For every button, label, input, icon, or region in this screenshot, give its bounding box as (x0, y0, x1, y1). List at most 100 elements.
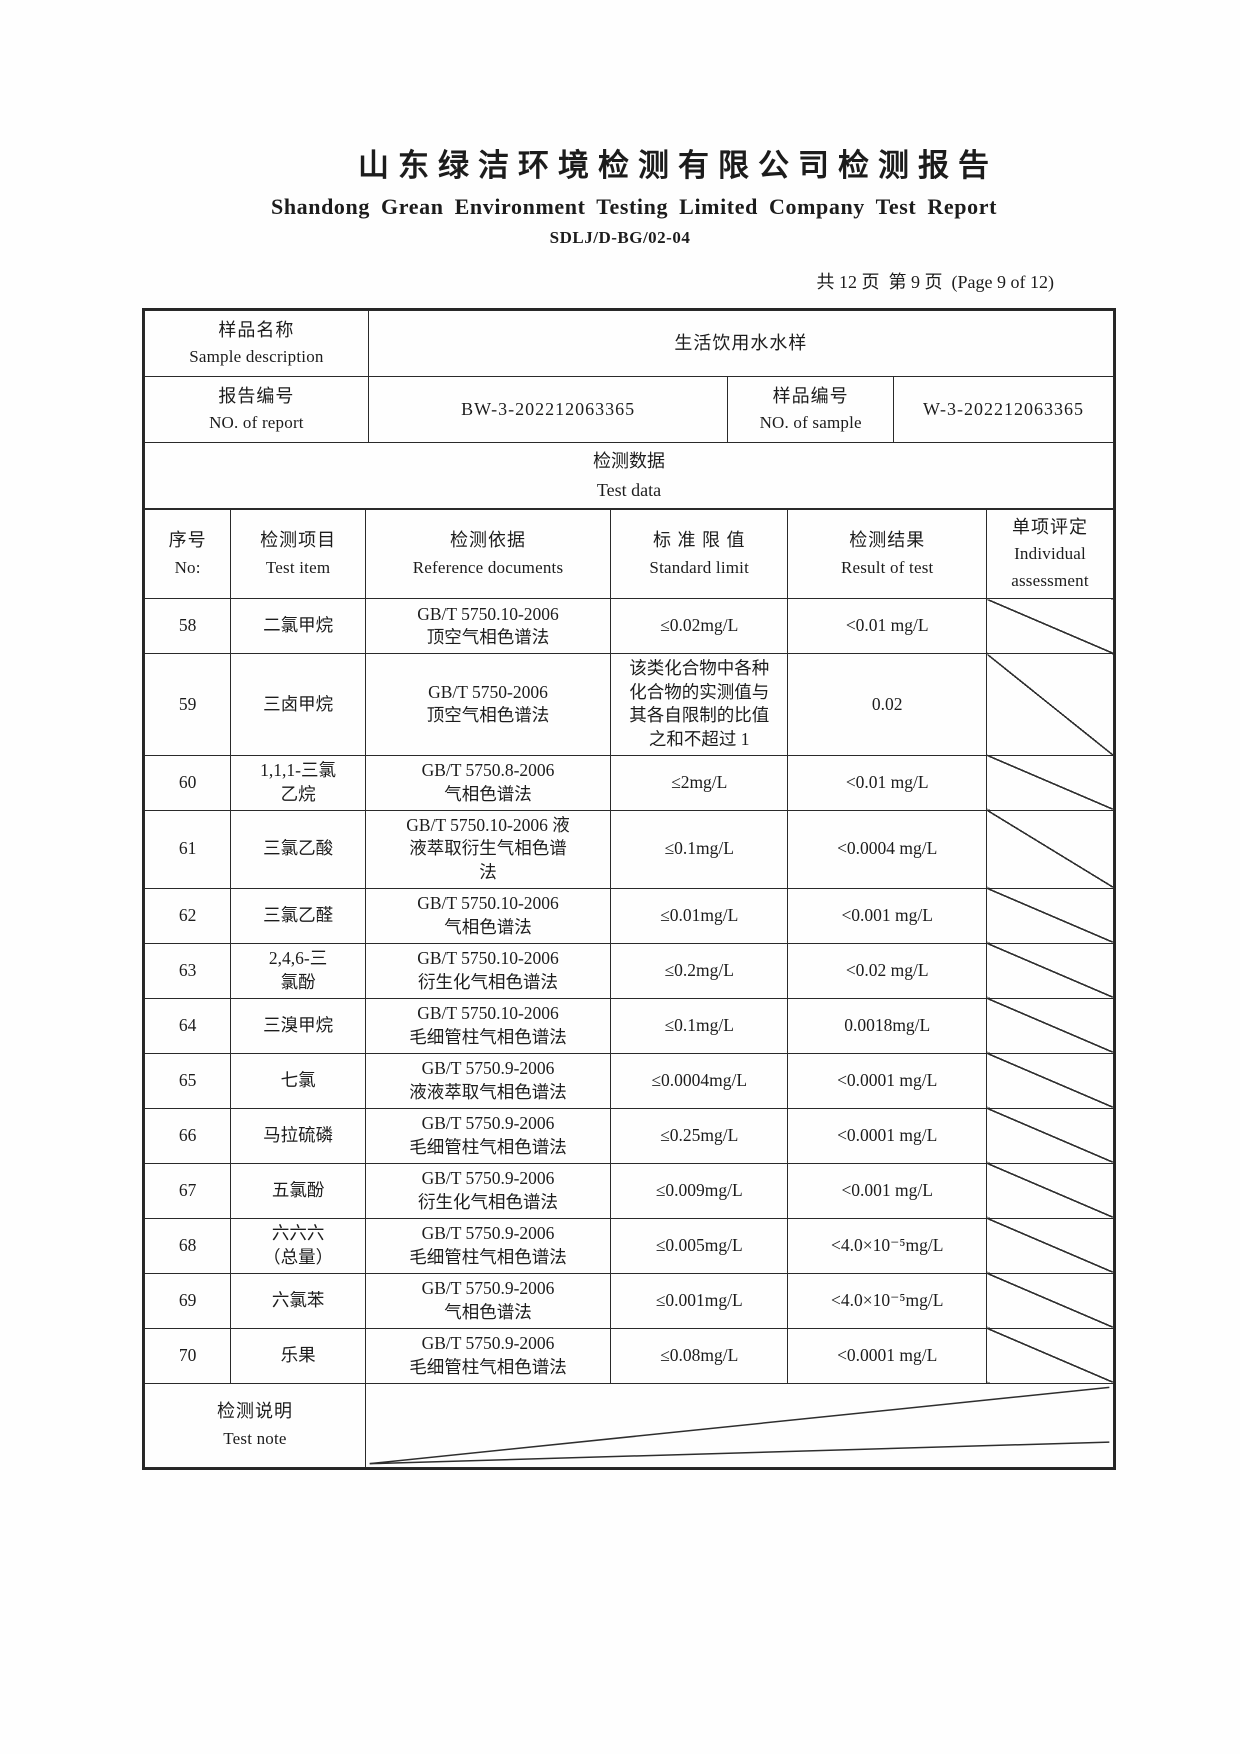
report-number-row: 报告编号 NO. of report BW-3-202212063365 样品编… (144, 376, 1114, 443)
test-item-cell: 1,1,1-三氯 乙烷 (230, 754, 366, 811)
individual-assessment-cell (986, 997, 1114, 1054)
reference-document-cell: GB/T 5750.9-2006 液液萃取气相色谱法 (364, 1052, 612, 1109)
report-title-cn: 山东绿洁环境检测有限公司检测报告 (358, 148, 998, 183)
test-data-body: 序号 No: 检测项目 Test item 检测依据 Reference doc… (143, 508, 1114, 1384)
standard-limit-cell: ≤0.0004mg/L (610, 1052, 789, 1109)
sample-description-label-en: Sample description (189, 347, 324, 367)
sample-description-label-cn: 样品名称 (218, 319, 295, 340)
sample-info-table: 样品名称 Sample description 生活饮用水水样 报告编号 NO.… (144, 310, 1115, 509)
reference-document-cell: GB/T 5750.9-2006 气相色谱法 (364, 1272, 612, 1329)
test-item-cell: 二氯甲烷 (230, 598, 366, 655)
sample-description-label: 样品名称 Sample description (144, 310, 369, 377)
test-result-cell: <0.02 mg/L (787, 942, 988, 999)
test-note-label-cn: 检测说明 (216, 1401, 293, 1422)
test-item-cell: 六六六 （总量） (230, 1217, 366, 1274)
report-number-value: BW-3-202212063365 (367, 376, 729, 443)
test-item-cell: 五氯酚 (230, 1162, 366, 1219)
test-data-section-header: 检测数据 Test data (144, 442, 1114, 509)
test-data-section-en: Test data (596, 479, 662, 500)
page-indicator: 共 12 页 第 9 页 (Page 9 of 12) (816, 272, 1054, 292)
test-item-cell: 马拉硫磷 (230, 1107, 366, 1164)
column-header-result: 检测结果 Result of test (787, 508, 988, 600)
reference-document-cell: GB/T 5750.10-2006 液 液萃取衍生气相色谱 法 (364, 809, 612, 889)
reference-document-cell: GB/T 5750.10-2006 毛细管柱气相色谱法 (364, 997, 612, 1054)
sample-description-row: 样品名称 Sample description 生活饮用水水样 (144, 310, 1115, 377)
test-note-row: 检测说明 Test note (144, 1382, 1115, 1468)
standard-limit-cell: ≤0.02mg/L (610, 598, 789, 655)
test-item-cell: 六氯苯 (230, 1272, 366, 1329)
standard-limit-cell: ≤0.1mg/L (610, 809, 789, 889)
column-header-result-cn: 检测结果 (849, 530, 926, 551)
diagonal-slash-icon (366, 1384, 1113, 1467)
table-row: 60 1,1,1-三氯 乙烷 GB/T 5750.8-2006 气相色谱法 ≤2… (143, 754, 1114, 811)
standard-limit-cell: ≤0.25mg/L (610, 1107, 789, 1164)
table-row: 61 三氯乙酸 GB/T 5750.10-2006 液 液萃取衍生气相色谱 法 … (143, 809, 1114, 889)
report-number-label-cn: 报告编号 (218, 385, 295, 406)
individual-assessment-cell (986, 1217, 1114, 1274)
individual-assessment-cell (986, 598, 1114, 655)
column-header-limit-en: Standard limit (649, 557, 750, 577)
test-item-cell: 2,4,6-三 氯酚 (230, 942, 366, 999)
report-number-label: 报告编号 NO. of report (144, 376, 369, 443)
serial-number-cell: 59 (143, 653, 232, 756)
standard-limit-cell: ≤0.005mg/L (610, 1217, 789, 1274)
test-result-cell: <4.0×10⁻⁵mg/L (787, 1272, 988, 1329)
table-row: 68 六六六 （总量） GB/T 5750.9-2006 毛细管柱气相色谱法 ≤… (143, 1217, 1114, 1274)
test-result-cell: <0.01 mg/L (787, 754, 988, 811)
serial-number-cell: 63 (143, 942, 232, 999)
test-item-cell: 三卤甲烷 (230, 653, 366, 756)
column-header-no-en: No: (174, 557, 201, 577)
individual-assessment-cell (986, 754, 1114, 811)
serial-number-cell: 65 (143, 1052, 232, 1109)
column-header-limit-cn: 标 准 限 值 (652, 530, 746, 551)
individual-assessment-cell (986, 1052, 1114, 1109)
column-header-no-cn: 序号 (168, 530, 207, 551)
standard-limit-cell: ≤2mg/L (610, 754, 789, 811)
column-header-no: 序号 No: (143, 508, 232, 600)
serial-number-cell: 60 (143, 754, 232, 811)
report-table: 样品名称 Sample description 生活饮用水水样 报告编号 NO.… (142, 308, 1116, 1470)
serial-number-cell: 58 (143, 598, 232, 655)
table-row: 66 马拉硫磷 GB/T 5750.9-2006 毛细管柱气相色谱法 ≤0.25… (143, 1107, 1114, 1164)
table-row: 70 乐果 GB/T 5750.9-2006 毛细管柱气相色谱法 ≤0.08mg… (143, 1327, 1114, 1384)
test-note-label: 检测说明 Test note (144, 1382, 366, 1468)
table-row: 69 六氯苯 GB/T 5750.9-2006 气相色谱法 ≤0.001mg/L… (143, 1272, 1114, 1329)
column-header-item: 检测项目 Test item (230, 508, 366, 600)
test-result-cell: <0.0001 mg/L (787, 1107, 988, 1164)
individual-assessment-cell (986, 653, 1114, 756)
individual-assessment-cell (986, 809, 1114, 889)
column-header-item-en: Test item (265, 557, 331, 577)
column-header-reference-en: Reference documents (412, 557, 564, 577)
individual-assessment-cell (986, 942, 1114, 999)
sample-number-label-en: NO. of sample (759, 413, 862, 433)
reference-document-cell: GB/T 5750.10-2006 衍生化气相色谱法 (364, 942, 612, 999)
reference-document-cell: GB/T 5750.9-2006 毛细管柱气相色谱法 (364, 1217, 612, 1274)
test-item-cell: 三溴甲烷 (230, 997, 366, 1054)
test-data-table: 序号 No: 检测项目 Test item 检测依据 Reference doc… (143, 508, 1115, 1468)
test-result-cell: 0.0018mg/L (787, 997, 988, 1054)
standard-limit-cell: ≤0.01mg/L (610, 887, 789, 944)
column-header-assessment: 单项评定 Individual assessment (986, 508, 1114, 600)
individual-assessment-cell (986, 1272, 1114, 1329)
test-result-cell: 0.02 (787, 653, 988, 756)
report-title-en: Shandong Grean Environment Testing Limit… (270, 194, 997, 219)
serial-number-cell: 62 (143, 887, 232, 944)
table-row: 62 三氯乙醛 GB/T 5750.10-2006 气相色谱法 ≤0.01mg/… (143, 887, 1114, 944)
test-note-section: 检测说明 Test note (144, 1382, 1115, 1468)
column-header-result-en: Result of test (840, 557, 934, 577)
standard-limit-cell: ≤0.001mg/L (610, 1272, 789, 1329)
standard-limit-cell: ≤0.009mg/L (610, 1162, 789, 1219)
test-result-cell: <0.0001 mg/L (787, 1327, 988, 1384)
report-number-label-en: NO. of report (209, 413, 304, 433)
test-note-label-en: Test note (223, 1428, 287, 1448)
column-header-assessment-cn: 单项评定 (1012, 517, 1089, 537)
individual-assessment-cell (986, 1327, 1114, 1384)
test-item-cell: 七氯 (230, 1052, 366, 1109)
reference-document-cell: GB/T 5750.10-2006 顶空气相色谱法 (364, 598, 612, 655)
sample-description-value: 生活饮用水水样 (367, 310, 1115, 377)
test-result-cell: <0.0004 mg/L (787, 809, 988, 889)
reference-document-cell: GB/T 5750.10-2006 气相色谱法 (364, 887, 612, 944)
test-item-cell: 三氯乙醛 (230, 887, 366, 944)
reference-document-cell: GB/T 5750.9-2006 衍生化气相色谱法 (364, 1162, 612, 1219)
standard-limit-cell: 该类化合物中各种 化合物的实测值与 其各自限制的比值 之和不超过 1 (610, 653, 789, 756)
